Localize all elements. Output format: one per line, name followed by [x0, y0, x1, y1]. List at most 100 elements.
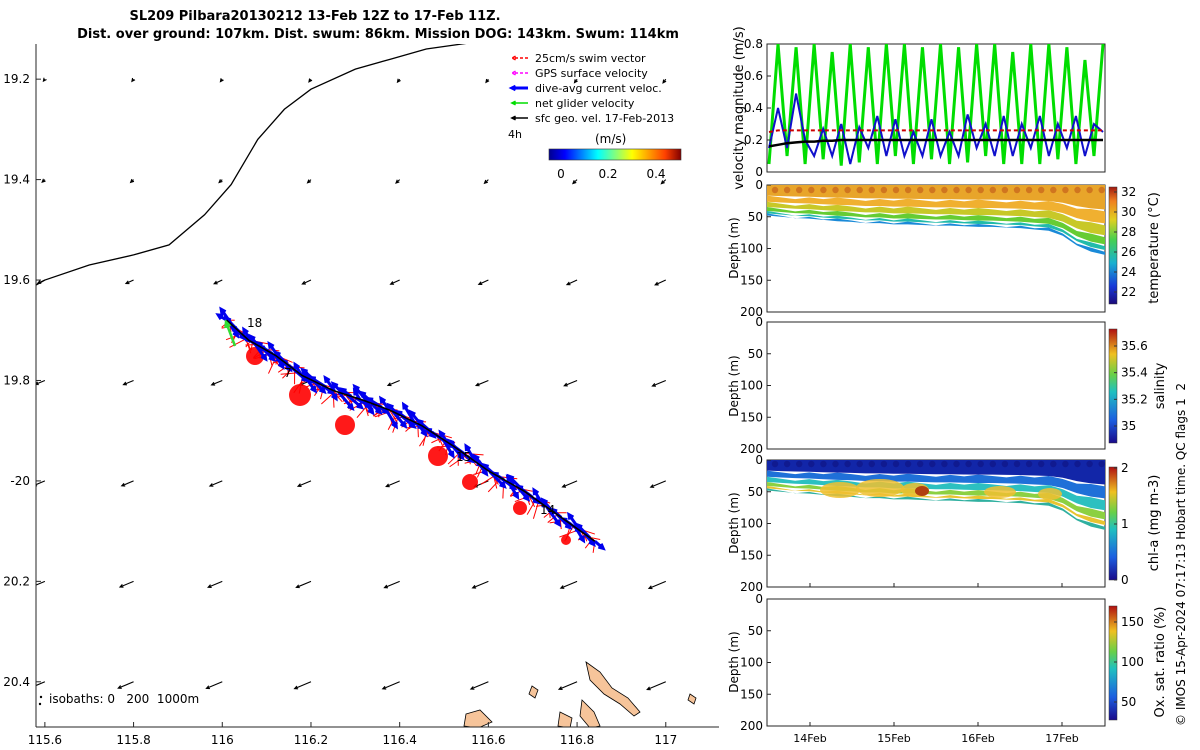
chla-colorbar-label: chl-a (mg m-3): [1147, 475, 1162, 572]
swim-vector-cluster: [513, 501, 527, 515]
temperature-colorbar-tick-label: 26: [1121, 245, 1136, 259]
chla-sample-point: [953, 460, 960, 468]
map-x-tick-label: 116.8: [560, 733, 594, 747]
temperature-sample-point: [1013, 186, 1021, 194]
geo-velocity-arrow: [301, 279, 312, 285]
geo-velocity-arrow: [129, 178, 135, 184]
annotation-14: 14: [540, 503, 555, 517]
figure-title-line1: SL209 Pilbara20130212 13-Feb 12Z to 17-F…: [129, 9, 500, 24]
temperature-y-tick-label: 150: [740, 273, 763, 287]
temperature-sample-point: [844, 186, 851, 194]
current-vector: [323, 375, 336, 392]
current-vector: [337, 391, 355, 412]
geo-velocity-arrow: [117, 681, 134, 689]
current-vector: [464, 443, 477, 463]
geo-velocity-arrow: [36, 279, 46, 284]
geo-velocity-arrow: [469, 681, 489, 690]
salinity-y-tick-label: 100: [740, 379, 763, 393]
net-velocity-arrow: [224, 319, 237, 347]
isobaths-label: isobaths: 0 200 1000m: [49, 692, 199, 706]
current-vector: [330, 381, 344, 395]
salinity-colorbar-ticks: 35.6 35.4 35.2 35: [1114, 339, 1148, 433]
chla-sample-point: [989, 460, 996, 468]
chla-band: [767, 470, 1105, 499]
current-vector: [574, 526, 586, 544]
velocity-y-ticks: 0 0.2 0.4 0.6 0.8: [744, 37, 771, 179]
oxygen-ylabel: Depth (m): [727, 631, 741, 692]
temperature-sample-point: [1086, 186, 1093, 194]
annotation-7: 7: [284, 366, 292, 380]
current-vector: [391, 410, 408, 429]
map-x-tick-label: 116.2: [294, 733, 328, 747]
chla-y-ticks: 0 50 100 150 200: [740, 453, 771, 594]
current-vector: [593, 540, 606, 551]
swim-vector: [229, 337, 248, 348]
current-vector: [304, 376, 318, 394]
chla-sample-point: [1025, 460, 1033, 468]
legend-label: GPS surface velocity: [535, 67, 648, 80]
map-x-tick-label: 117: [654, 733, 677, 747]
oxygen-y-tick-label: 50: [748, 624, 763, 638]
salinity-ylabel: Depth (m): [727, 355, 741, 416]
geo-velocity-arrow: [395, 179, 401, 184]
temperature-sample-point: [868, 186, 875, 194]
geo-velocity-arrow: [36, 681, 46, 687]
salinity-colorbar-label: salinity: [1153, 362, 1168, 409]
map-x-tick-label: 116.4: [382, 733, 416, 747]
chla-band: [767, 460, 1105, 485]
temperature-colorbar-tick-label: 28: [1121, 225, 1136, 239]
geo-velocity-arrow: [219, 78, 224, 83]
temperature-y-tick-label: 200: [740, 305, 763, 319]
map-y-ticks: 19.2 19.4 19.6 19.8 -20 20.2 20.4: [3, 72, 41, 689]
salinity-colorbar-tick-label: 35.6: [1121, 339, 1148, 353]
chla-sample-point: [917, 460, 924, 468]
geo-velocity-arrow: [572, 179, 578, 185]
current-vector: [507, 481, 520, 500]
geo-velocity-arrow: [557, 681, 578, 691]
map-layer: [36, 44, 697, 727]
map-y-tick-label: 20.2: [3, 574, 30, 588]
temperature-sample-point: [917, 186, 924, 194]
chla-sample-point: [880, 460, 888, 468]
oxygen-colorbar-tick-label: 100: [1121, 655, 1144, 669]
geo-velocity-arrow: [561, 480, 578, 488]
geo-velocity-arrow: [474, 379, 489, 387]
oxygen-colorbar-tick-label: 150: [1121, 615, 1144, 629]
velocity-series-line: [768, 138, 1103, 148]
geo-velocity-arrow: [308, 78, 313, 83]
swim-vector-cluster: [289, 384, 311, 406]
island: [579, 699, 601, 727]
geo-velocity-arrow: [205, 681, 223, 690]
legend-arrow-icon: [508, 84, 528, 92]
temperature-sample-point: [771, 186, 779, 194]
chla-patch: [820, 482, 860, 498]
geo-velocity-arrow: [654, 279, 667, 286]
geo-velocity-arrow: [36, 480, 46, 487]
geo-velocity-arrow: [396, 78, 401, 84]
map-panel: 115.6 115.8 116 116.2 116.4 116.6 116.8 117 19.…: [3, 44, 719, 747]
chla-sample-point: [1038, 460, 1045, 468]
oxygen-y-tick-label: 0: [755, 592, 763, 606]
chla-patch: [984, 486, 1016, 498]
salinity-colorbar: [1108, 328, 1118, 444]
geo-velocity-arrow: [649, 480, 666, 488]
island: [585, 661, 641, 717]
map-y-tick-label: 20.4: [3, 675, 30, 689]
oxygen-x-tick-label: 17Feb: [1045, 732, 1078, 745]
temperature-sample-point: [783, 186, 791, 194]
island: [687, 693, 697, 705]
island: [528, 685, 539, 699]
map-x-tick-label: 115.8: [116, 733, 150, 747]
temperature-sample-point: [977, 186, 984, 194]
temperature-sample-point: [953, 186, 960, 194]
chla-section: [767, 460, 1105, 530]
geo-velocity-arrow: [660, 179, 667, 185]
chla-y-tick-label: 150: [740, 548, 763, 562]
current-vector: [329, 388, 338, 402]
temperature-y-tick-label: 50: [748, 210, 763, 224]
temperature-colorbar-tick-label: 22: [1121, 285, 1136, 299]
map-x-ticks: 115.6 115.8 116 116.2 116.4 116.6 116.8 117: [28, 722, 677, 747]
temperature-sample-point: [820, 186, 827, 194]
chla-sample-point: [808, 460, 815, 468]
geo-velocity-arrow: [296, 480, 312, 488]
